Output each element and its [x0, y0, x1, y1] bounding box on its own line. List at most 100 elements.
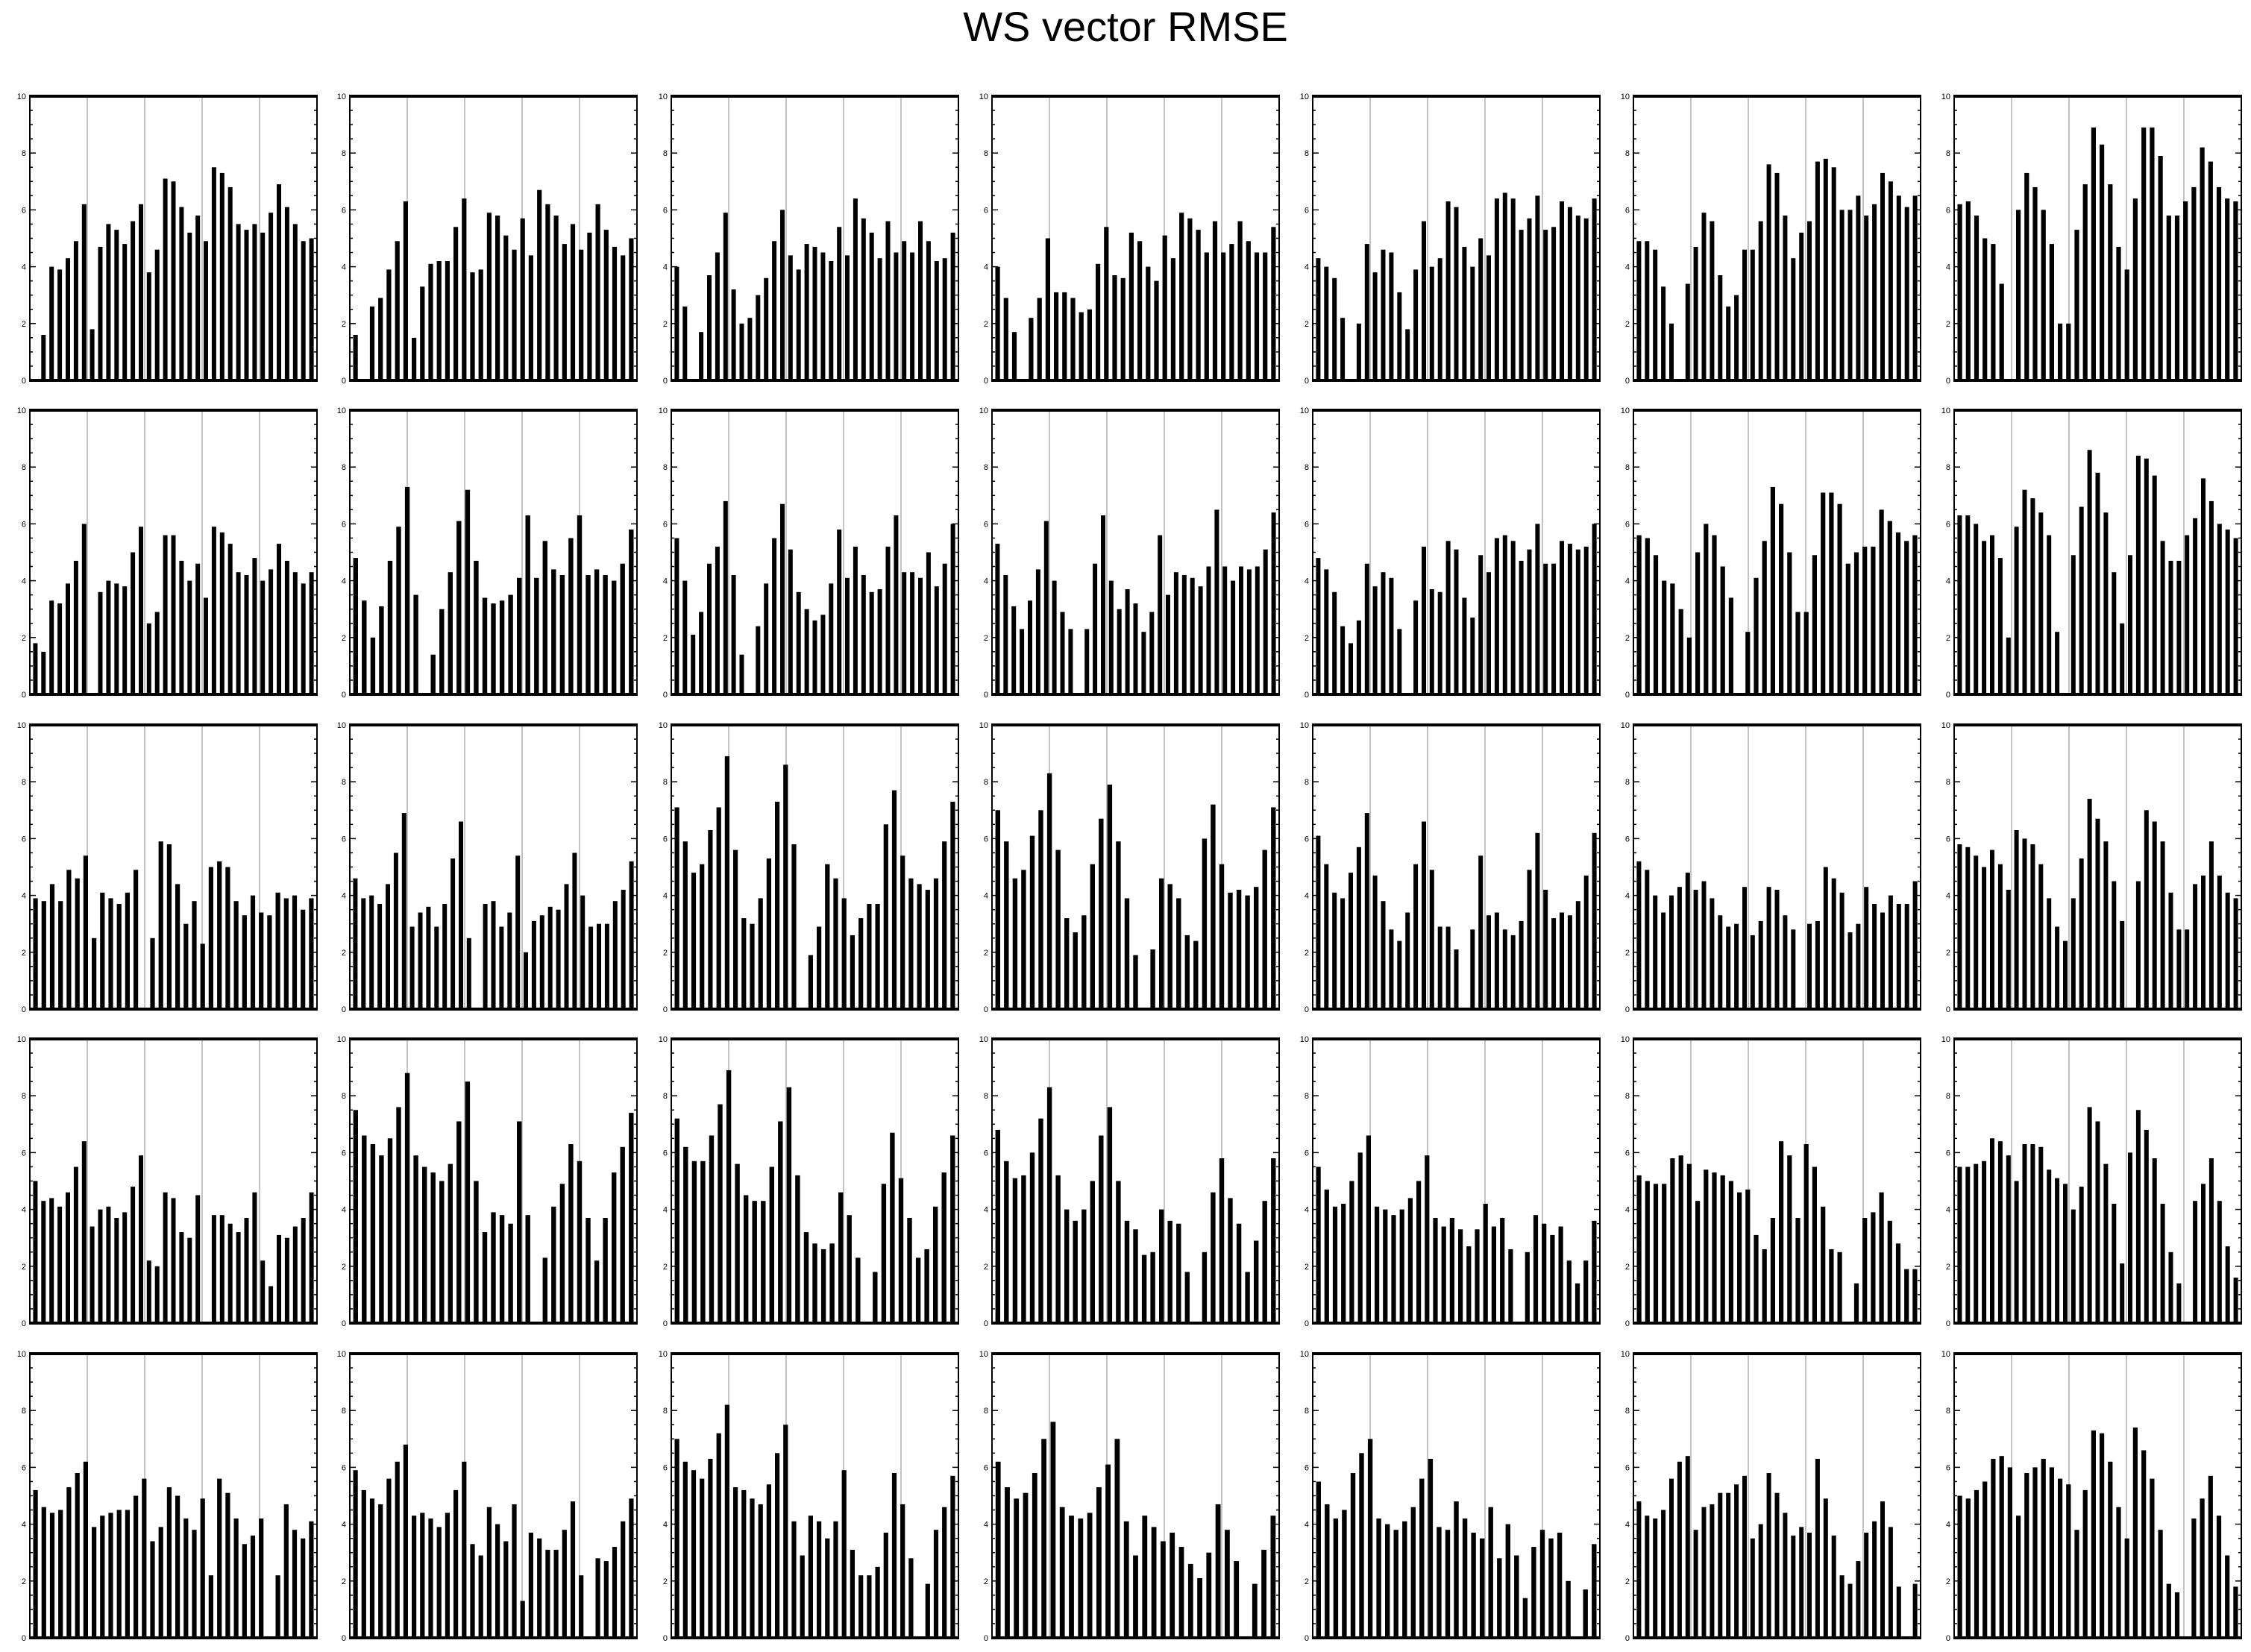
- bar: [1445, 201, 1451, 380]
- y-tick-label: 8: [1946, 778, 1950, 787]
- bar: [2116, 246, 2121, 380]
- bar: [1783, 1513, 1788, 1638]
- bar: [1712, 1172, 1717, 1323]
- bar: [495, 216, 500, 380]
- bar: [950, 524, 955, 694]
- y-tick-label: 10: [1621, 721, 1630, 730]
- bar: [1425, 1155, 1430, 1323]
- bar: [547, 906, 553, 1009]
- y-tick-label: 0: [1946, 1634, 1950, 1643]
- bar: [820, 1249, 826, 1323]
- y-tick-label: 10: [17, 406, 26, 415]
- y-tick-label: 6: [342, 835, 346, 844]
- bar: [1904, 207, 1909, 380]
- bar: [817, 926, 822, 1009]
- bar: [1112, 275, 1117, 380]
- chart-panel-r1-c7: 0 2 4 6 8 10: [1941, 92, 2242, 386]
- bar: [1081, 1209, 1087, 1323]
- bar: [1046, 773, 1052, 1009]
- bar: [1198, 586, 1203, 694]
- bar: [1566, 1580, 1571, 1638]
- bar: [1124, 898, 1130, 1009]
- bar: [726, 1070, 732, 1323]
- bar: [2022, 1144, 2027, 1323]
- bar: [1965, 847, 1971, 1009]
- y-tick-label: 6: [1305, 520, 1309, 529]
- bar: [1510, 198, 1516, 380]
- bar: [2091, 127, 2096, 380]
- y-tick-label: 0: [663, 1319, 668, 1328]
- y-tick-label: 6: [1946, 1149, 1950, 1158]
- bar: [227, 1223, 233, 1323]
- bar: [1470, 266, 1475, 380]
- y-tick-label: 6: [1625, 1463, 1630, 1472]
- bar: [568, 1144, 574, 1323]
- bar: [1514, 1555, 1519, 1638]
- bar: [1500, 1218, 1505, 1323]
- bar: [942, 563, 947, 694]
- bar: [1505, 1524, 1510, 1638]
- bar: [41, 901, 46, 1009]
- bar: [612, 1547, 618, 1638]
- bar: [1454, 949, 1459, 1009]
- y-tick-label: 10: [1300, 406, 1309, 415]
- bar: [1887, 521, 1892, 694]
- bar: [2024, 172, 2029, 380]
- bar: [908, 878, 914, 1009]
- bar: [436, 1527, 442, 1638]
- y-tick-label: 0: [22, 691, 26, 700]
- bar: [520, 1601, 525, 1638]
- bar: [98, 246, 103, 380]
- bar: [1531, 1547, 1536, 1638]
- bar: [1108, 580, 1114, 694]
- y-tick-label: 10: [337, 1035, 346, 1044]
- bar: [2055, 926, 2060, 1009]
- bar: [2038, 1146, 2044, 1323]
- bar: [267, 915, 272, 1009]
- bar: [2082, 1489, 2088, 1638]
- bar: [1236, 890, 1242, 1009]
- bar: [1428, 1459, 1434, 1638]
- bar: [491, 1212, 496, 1323]
- chart-panel-r4-c3: 0 2 4 6 8 10: [659, 1035, 959, 1328]
- bar: [1252, 1583, 1258, 1638]
- bar: [292, 572, 298, 694]
- bar: [1812, 555, 1817, 694]
- chart-panel-r3-c2: 0 2 4 6 8 10: [337, 721, 638, 1014]
- bar: [1880, 1501, 1885, 1638]
- bar: [1064, 1209, 1070, 1323]
- bar: [2022, 838, 2027, 1009]
- bar: [820, 615, 826, 694]
- bar: [134, 1495, 139, 1638]
- bar: [1799, 232, 1804, 380]
- bar: [1726, 306, 1731, 380]
- bar: [482, 1232, 488, 1323]
- bar: [674, 1439, 679, 1638]
- bar: [587, 232, 592, 380]
- bar: [187, 232, 192, 380]
- bar: [409, 926, 415, 1009]
- bar: [1990, 535, 1994, 694]
- bar: [2079, 858, 2084, 1009]
- bar: [900, 1504, 905, 1638]
- bar: [891, 1473, 897, 1638]
- bar: [1167, 1220, 1172, 1323]
- bar: [1245, 1272, 1250, 1323]
- y-tick-label: 4: [663, 577, 668, 586]
- bar: [125, 892, 130, 1009]
- bar: [369, 895, 374, 1009]
- bar: [1349, 1181, 1354, 1323]
- bar: [2006, 1155, 2011, 1323]
- chart-panel-r3-c5: 0 2 4 6 8 10: [1300, 721, 1601, 1014]
- y-tick-label: 2: [342, 634, 346, 643]
- bar: [1332, 1206, 1338, 1323]
- y-tick-label: 10: [979, 92, 988, 101]
- bar: [744, 1195, 749, 1323]
- y-tick-label: 6: [1305, 1463, 1309, 1472]
- y-tick-label: 6: [1625, 206, 1630, 215]
- y-tick-label: 8: [663, 778, 668, 787]
- bar: [236, 572, 241, 694]
- bar: [517, 577, 522, 694]
- bar: [2201, 478, 2206, 694]
- bar: [1340, 626, 1346, 694]
